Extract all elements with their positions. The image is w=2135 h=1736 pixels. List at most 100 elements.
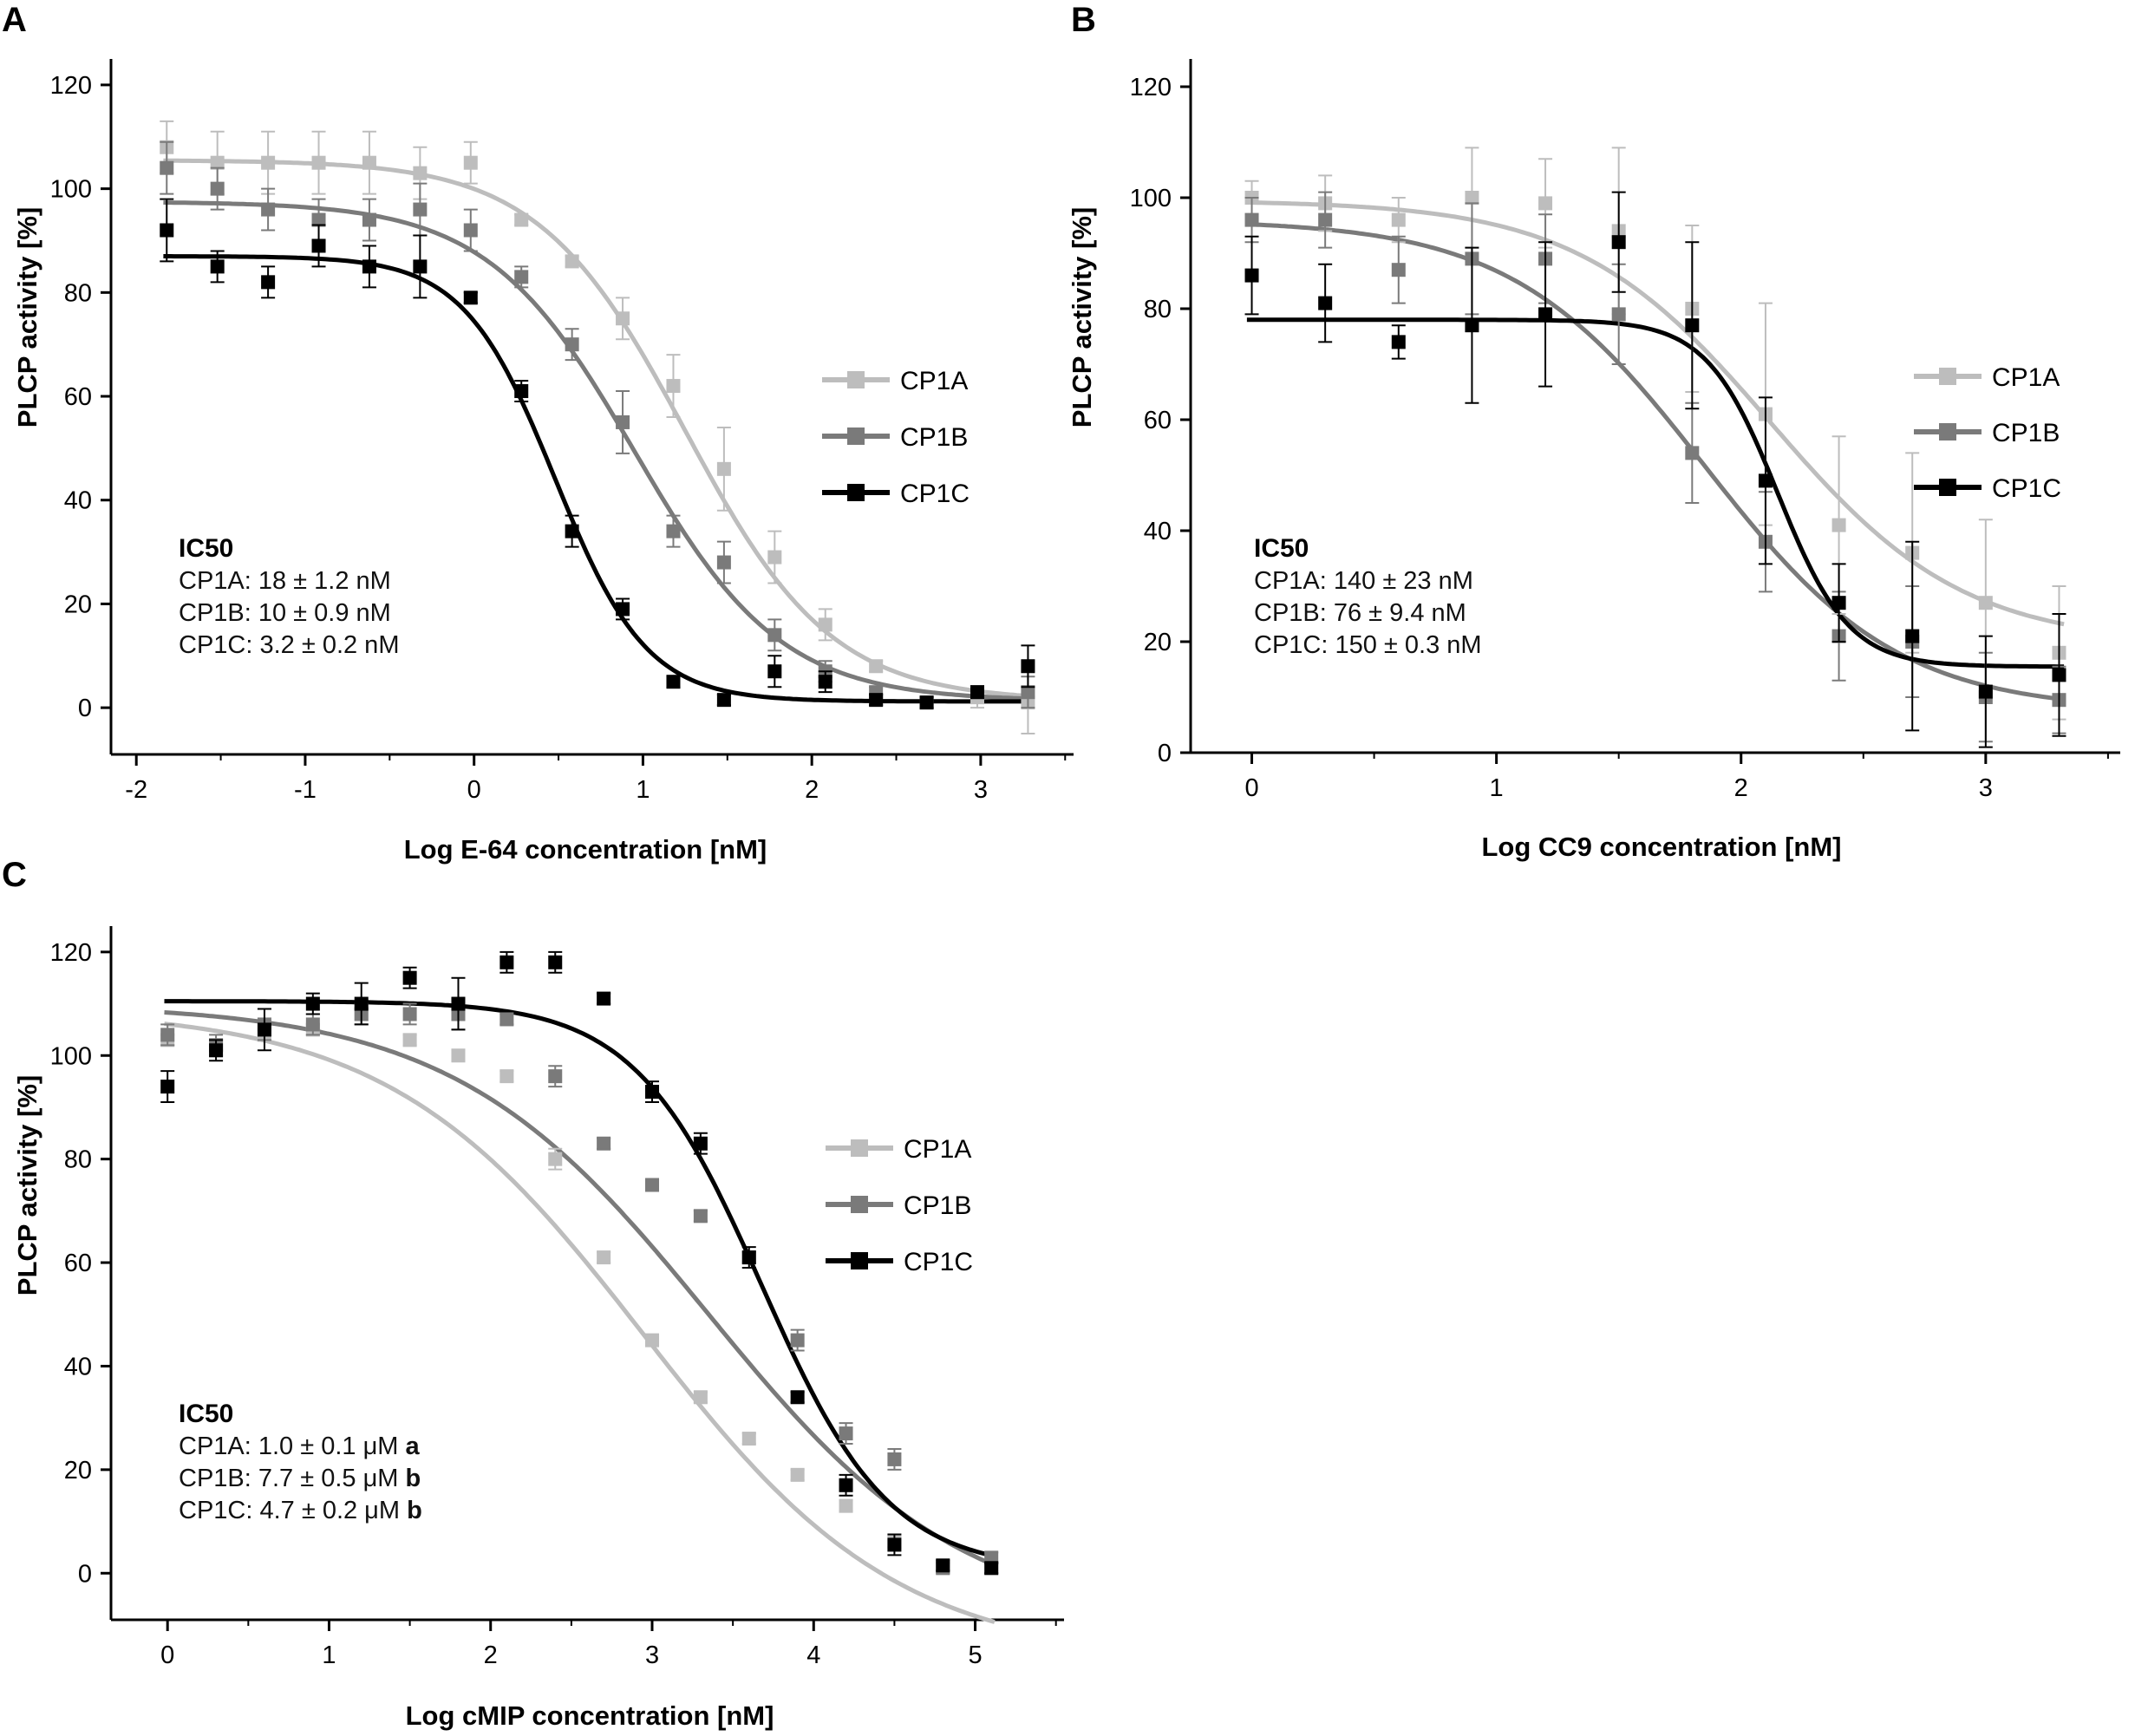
data-point-cp1c xyxy=(209,1043,224,1058)
ic50-annotation: IC50 CP1A: 140 ± 23 nM CP1B: 76 ± 9.4 nM CP… xyxy=(1254,534,1482,659)
data-point-cp1b xyxy=(887,1452,902,1466)
data-point-cp1b xyxy=(160,1028,175,1042)
data-point-cp1a xyxy=(1831,518,1846,532)
data-point-cp1b xyxy=(160,160,174,175)
y-tick-label: 0 xyxy=(78,695,92,722)
data-point-cp1c xyxy=(210,259,225,274)
data-point-cp1a xyxy=(869,659,884,674)
data-point-cp1c xyxy=(1905,629,1920,643)
data-point-cp1c xyxy=(919,695,934,710)
annotation-line: CP1A: 140 ± 23 nM xyxy=(1254,567,1473,595)
fit-curve-cp1a xyxy=(1246,200,2065,627)
fit-curve-cp1c xyxy=(1246,317,2065,669)
x-tick-label: 5 xyxy=(968,1641,982,1669)
data-point-cp1b xyxy=(1021,685,1035,700)
data-point-cp1a xyxy=(311,155,326,170)
data-point-cp1c xyxy=(1978,684,1993,699)
data-point-cp1c xyxy=(305,996,320,1011)
data-point-cp1a xyxy=(597,1250,611,1265)
legend-label-cp1a: CP1A xyxy=(904,1135,971,1164)
fit-curve-cp1b xyxy=(164,1010,996,1568)
legend-label-cp1c: CP1C xyxy=(1992,474,2061,503)
data-point-cp1c xyxy=(261,275,276,290)
data-point-cp1c xyxy=(413,259,428,274)
annotation-value: CP1B: 7.7 ± 0.5 μM xyxy=(179,1465,406,1492)
annotation-line: CP1C: 4.7 ± 0.2 μM b xyxy=(179,1497,422,1524)
y-axis-label: PLCP activity [%] xyxy=(12,1075,42,1295)
x-tick-label: -1 xyxy=(294,776,317,804)
x-tick-label: 0 xyxy=(467,776,481,804)
legend-marker-cp1c xyxy=(1939,479,1956,496)
data-point-cp1b xyxy=(305,1017,320,1032)
significance-letter: b xyxy=(407,1497,422,1524)
data-point-cp1c xyxy=(1244,268,1259,283)
data-point-cp1c xyxy=(1538,307,1553,322)
legend: CP1A CP1B CP1C xyxy=(822,367,970,508)
data-point-cp1c xyxy=(616,602,630,617)
data-point-cp1c xyxy=(597,991,611,1006)
data-point-cp1c xyxy=(1831,596,1846,610)
data-point-cp1a xyxy=(716,461,731,476)
data-point-cp1c xyxy=(1391,335,1406,349)
legend-marker-cp1b xyxy=(1939,423,1956,441)
y-tick-label: 100 xyxy=(1130,185,1172,212)
data-point-cp1c xyxy=(1318,296,1333,310)
legend-label-cp1a: CP1A xyxy=(1992,363,2060,392)
data-point-cp1c xyxy=(818,675,832,689)
x-tick-label: 3 xyxy=(1979,774,1993,802)
data-point-cp1a xyxy=(499,1069,514,1084)
y-tick-label: 60 xyxy=(64,1250,92,1277)
x-axis-label: Log cMIP concentration [nM] xyxy=(406,1700,774,1731)
data-point-cp1b xyxy=(767,628,782,643)
fit-curve-cp1c xyxy=(163,254,1032,704)
legend-marker-cp1a xyxy=(1939,368,1956,385)
data-point-cp1c xyxy=(1611,235,1626,250)
x-tick-label: 0 xyxy=(1244,774,1258,802)
data-point-cp1c xyxy=(2052,668,2066,682)
data-point-cp1a xyxy=(693,1390,708,1405)
data-point-cp1b xyxy=(548,1069,563,1084)
data-point-cp1a xyxy=(261,155,276,170)
data-point-cp1a xyxy=(1538,196,1553,211)
data-point-cp1b xyxy=(261,202,276,217)
data-point-cp1b xyxy=(666,524,681,538)
significance-letter: a xyxy=(406,1433,421,1460)
data-point-cp1c xyxy=(160,223,174,238)
data-point-cp1c xyxy=(1465,318,1479,333)
data-point-cp1a xyxy=(210,155,225,170)
x-tick-label: 2 xyxy=(484,1641,498,1669)
data-point-cp1b xyxy=(565,337,579,352)
annotation-line: CP1B: 76 ± 9.4 nM xyxy=(1254,599,1466,627)
legend-label-cp1c: CP1C xyxy=(900,480,970,508)
annotation-line: CP1A: 18 ± 1.2 nM xyxy=(179,567,391,595)
panel-letter-b: B xyxy=(1071,1,1096,39)
data-point-cp1c xyxy=(565,524,579,538)
data-point-cp1a xyxy=(767,550,782,565)
data-point-cp1b xyxy=(1244,212,1259,227)
x-tick-label: 1 xyxy=(322,1641,336,1669)
data-point-cp1b xyxy=(499,1012,514,1027)
annotation-value: CP1C: 4.7 ± 0.2 μM xyxy=(179,1497,407,1524)
data-point-cp1b xyxy=(597,1136,611,1151)
fit-curve-cp1b xyxy=(1246,222,2065,702)
y-tick-label: 120 xyxy=(50,939,92,967)
legend-label-cp1b: CP1B xyxy=(904,1191,971,1220)
data-point-cp1b xyxy=(402,1007,417,1021)
data-point-cp1b xyxy=(311,212,326,227)
legend-marker-cp1c xyxy=(851,1252,868,1269)
data-point-cp1b xyxy=(362,212,376,227)
data-point-cp1c xyxy=(936,1558,950,1573)
data-point-cp1c xyxy=(257,1022,271,1037)
y-tick-label: 20 xyxy=(64,1457,92,1485)
legend-marker-cp1b xyxy=(847,427,865,445)
y-tick-label: 120 xyxy=(1130,74,1172,101)
data-point-cp1c xyxy=(160,1080,175,1094)
data-point-cp1b xyxy=(716,555,731,570)
data-point-cp1c xyxy=(451,996,466,1011)
data-point-cp1c xyxy=(463,290,478,305)
data-point-cp1c xyxy=(402,970,417,985)
data-point-cp1a xyxy=(451,1048,466,1063)
panel-letter-a: A xyxy=(2,1,27,39)
y-tick-label: 100 xyxy=(50,1042,92,1070)
